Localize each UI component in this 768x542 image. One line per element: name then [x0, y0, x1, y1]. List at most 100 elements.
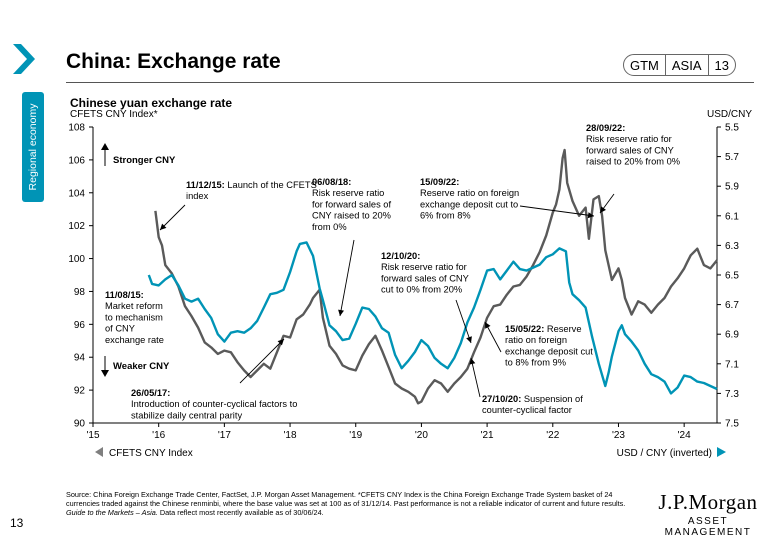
- annotation: 26/05/17: Introduction of counter-cyclica…: [131, 388, 297, 420]
- chart-title: Chinese yuan exchange rate: [70, 96, 233, 110]
- arrowhead-icon: [466, 336, 472, 343]
- legend-cfets: CFETS CNY Index: [109, 448, 193, 459]
- annotation-date: 15/09/22:: [420, 177, 459, 187]
- x-tick-label: '18: [284, 430, 297, 441]
- right-tick-label: 7.1: [725, 359, 739, 370]
- weaker-cny-label: Weaker CNY: [113, 361, 170, 372]
- annotation-text: Risk reserve ratio for: [586, 134, 672, 144]
- stronger-cny-label: Stronger CNY: [113, 155, 176, 166]
- arrowhead-icon: [338, 309, 344, 316]
- arrowhead-icon: [587, 212, 594, 219]
- annotation-text: from 0%: [312, 222, 347, 232]
- annotation: 12/10/20: Risk reserve ratio for forward s…: [381, 251, 469, 295]
- annotation-arrow: [339, 239, 355, 317]
- annotation-text: ratio on foreign: [505, 335, 567, 345]
- x-tick-label: '20: [415, 430, 428, 441]
- chevron-right-icon: [13, 44, 35, 74]
- badge-region: ASIA: [671, 57, 702, 73]
- right-pointer-icon: [717, 447, 726, 457]
- right-tick-label: 6.3: [725, 241, 739, 252]
- right-tick-label: 5.5: [725, 123, 739, 134]
- annotation-text: CNY raised to 20%: [312, 211, 391, 221]
- right-tick-label: 6.5: [725, 271, 739, 282]
- annotation-arrow: [519, 205, 595, 217]
- annotation-text: to 8% from 9%: [505, 358, 566, 368]
- annotation-date: 15/05/22:: [505, 324, 547, 334]
- badge-gtm: GTM: [630, 57, 659, 73]
- annotation: 27/10/20: Suspension of counter-cyclical …: [482, 394, 583, 415]
- right-tick-label: 6.9: [725, 330, 739, 341]
- annotation: 11/08/15: Market reform to mechanism of CNY…: [105, 290, 164, 345]
- left-axis-label: CFETS CNY Index*: [70, 109, 158, 120]
- left-tick-label: 104: [68, 188, 85, 199]
- annotation-date: 28/09/22:: [586, 123, 625, 133]
- annotation-text: forward sales of CNY: [586, 145, 674, 155]
- left-tick-label: 102: [68, 221, 85, 232]
- left-tick-label: 108: [68, 123, 85, 134]
- arrowhead-icon: [277, 339, 284, 346]
- right-tick-label: 5.9: [725, 182, 739, 193]
- usd-cny-line: [147, 241, 718, 395]
- logo-wordmark: J.P.Morgan: [658, 490, 758, 514]
- arrowhead-icon: [485, 322, 491, 329]
- right-axis-label: USD/CNY: [706, 109, 752, 120]
- source-text: Source: China Foreign Exchange Trade Cen…: [66, 490, 626, 508]
- annotation-date: 11/08/15:: [105, 290, 144, 300]
- annotation-text: counter-cyclical factor: [482, 405, 572, 415]
- annotation-date: 06/08/18:: [312, 177, 351, 187]
- annotation-text: cut to 0% from 20%: [381, 285, 462, 295]
- annotation-arrow: [470, 357, 481, 398]
- legend-usd-cny: USD / CNY (inverted): [617, 448, 712, 459]
- page-title: China: Exchange rate: [66, 50, 281, 73]
- annotation-text: stabilize daily central parity: [131, 410, 242, 420]
- x-tick-label: '24: [678, 430, 691, 441]
- annotation-text: Launch of the CFETS: [225, 180, 317, 190]
- logo-subline: ASSET MANAGEMENT: [664, 516, 752, 538]
- annotation: 28/09/22: Risk reserve ratio for forward s…: [586, 123, 680, 167]
- left-tick-label: 94: [74, 353, 86, 364]
- right-tick-label: 5.7: [725, 152, 739, 163]
- jpmorgan-logo: J.P.Morgan ASSET MANAGEMENT: [648, 490, 768, 538]
- left-tick-label: 106: [68, 155, 85, 166]
- annotation: 11/12/15: Launch of the CFETS index: [186, 180, 317, 201]
- annotation-text: Reserve ratio on foreign: [420, 188, 519, 198]
- cfets-index-line: [154, 148, 718, 405]
- left-tick-label: 92: [74, 386, 86, 397]
- annotation-text: Risk reserve ratio: [312, 188, 384, 198]
- annotation-date: 27/10/20:: [482, 394, 524, 404]
- right-tick-label: 7.5: [725, 419, 739, 430]
- up-arrow-icon: [101, 143, 109, 150]
- annotation-text: Market reform: [105, 301, 163, 311]
- left-tick-label: 96: [74, 320, 86, 331]
- right-tick-label: 6.7: [725, 300, 739, 311]
- x-tick-label: '17: [218, 430, 231, 441]
- annotation-date: 26/05/17:: [131, 388, 170, 398]
- annotation-text: exchange rate: [105, 335, 164, 345]
- annotation-text: exchange deposit cut to: [420, 199, 518, 209]
- annotation-text: Introduction of counter-cyclical factors…: [131, 399, 297, 409]
- annotation-text: to mechanism: [105, 312, 163, 322]
- right-tick-label: 7.3: [725, 389, 739, 400]
- annotation: 15/09/22: Reserve ratio on foreign exchang…: [420, 177, 519, 221]
- x-tick-label: '19: [349, 430, 362, 441]
- annotation-text: index: [186, 191, 209, 201]
- x-tick-label: '22: [546, 430, 559, 441]
- x-tick-label: '15: [86, 430, 99, 441]
- annotation: 06/08/18: Risk reserve ratio for forward s…: [312, 177, 391, 232]
- down-arrow-icon: [101, 370, 109, 377]
- annotation-text: raised to 20% from 0%: [586, 157, 680, 167]
- annotation-text: Suspension of: [524, 394, 583, 404]
- left-pointer-icon: [95, 447, 103, 457]
- annotation-date: 12/10/20:: [381, 251, 420, 261]
- annotation-arrow: [455, 299, 472, 344]
- gtm-badge: GTM ASIA 13: [623, 54, 736, 76]
- right-tick-label: 6.1: [725, 211, 739, 222]
- annotation-text: exchange deposit cut: [505, 346, 593, 356]
- section-tab[interactable]: Regional economy: [22, 92, 44, 202]
- badge-page: 13: [714, 57, 729, 73]
- arrowhead-icon: [600, 206, 606, 213]
- arrowhead-icon: [469, 358, 476, 365]
- annotation-date: 11/12/15:: [186, 180, 225, 190]
- annotation-text: Reserve: [547, 324, 582, 334]
